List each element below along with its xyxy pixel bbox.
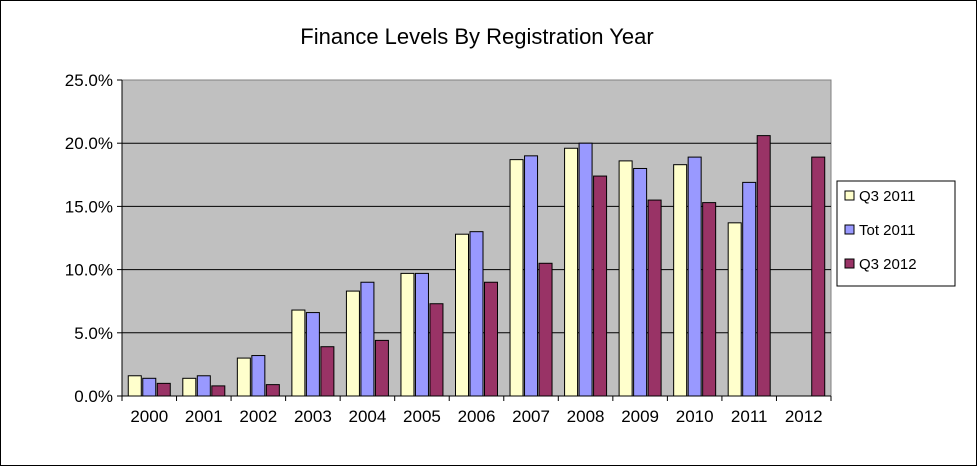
y-tick-label: 20.0%: [65, 134, 113, 153]
bar: [618, 160, 633, 397]
bar: [538, 262, 553, 397]
y-tick-label: 10.0%: [65, 261, 113, 280]
bar: [593, 175, 608, 397]
x-axis-ticks: 2000 2001 2002 2003 2004 2005 2006 2007 2008 2009…: [121, 396, 832, 426]
bar: [469, 231, 484, 397]
x-tick-label: 2011: [731, 407, 768, 426]
bar: [196, 375, 211, 397]
bar: [811, 156, 826, 397]
bar: [400, 272, 415, 397]
bar: [182, 377, 197, 397]
y-tick-label: 15.0%: [65, 197, 113, 216]
bar: [320, 346, 335, 397]
x-tick-label: 2001: [185, 407, 223, 426]
x-tick-label: 2003: [294, 407, 332, 426]
bar: [509, 159, 524, 397]
bar: [305, 312, 320, 397]
x-tick-label: 2010: [676, 407, 714, 426]
bar: [687, 156, 702, 397]
bar: [374, 339, 389, 397]
bar: [484, 281, 498, 397]
y-axis-ticks: 0.0% 5.0% 10.0% 15.0% 20.0% 25.0%: [65, 71, 122, 406]
bar: [265, 384, 280, 397]
x-tick-label: 2012: [785, 407, 823, 426]
x-tick-label: 2000: [130, 407, 168, 426]
bar: [727, 222, 742, 397]
bar: [414, 272, 429, 397]
bar: [142, 377, 157, 397]
chart-title: Finance Levels By Registration Year: [300, 24, 653, 49]
legend-label: Tot 2011: [859, 222, 915, 239]
bar: [455, 233, 469, 397]
bar: [360, 281, 375, 397]
bar: [742, 181, 757, 397]
y-tick-label: 25.0%: [65, 71, 113, 90]
y-tick-label: 0.0%: [74, 387, 113, 406]
bar: [345, 290, 360, 397]
bar: [756, 135, 771, 397]
bar: [236, 357, 251, 397]
x-tick-label: 2007: [512, 407, 550, 426]
bar: [524, 155, 539, 397]
x-tick-label: 2008: [567, 407, 605, 426]
legend-swatch: [844, 224, 855, 235]
bar: [578, 142, 593, 397]
bar: [211, 385, 226, 397]
x-tick-label: 2005: [403, 407, 441, 426]
bar: [673, 164, 688, 397]
x-tick-label: 2009: [621, 407, 659, 426]
bar: [291, 309, 306, 397]
x-tick-label: 2002: [239, 407, 277, 426]
bar: [702, 202, 717, 397]
bar: [429, 303, 444, 397]
bar: [647, 199, 662, 397]
bar: [564, 147, 579, 397]
x-tick-label: 2004: [349, 407, 387, 426]
y-tick-label: 5.0%: [74, 324, 113, 343]
bar: [251, 355, 266, 397]
legend-swatch: [844, 258, 855, 269]
legend-label: Q3 2012: [859, 256, 917, 273]
legend: Q3 2011 Tot 2011 Q3 2012: [836, 180, 956, 287]
axes: [121, 80, 831, 397]
legend-label: Q3 2011: [859, 188, 915, 205]
bar: [127, 375, 142, 397]
x-tick-label: 2006: [458, 407, 496, 426]
bar: [633, 167, 648, 397]
legend-box: [836, 180, 956, 287]
bar: [156, 382, 171, 397]
legend-swatch: [844, 190, 855, 201]
